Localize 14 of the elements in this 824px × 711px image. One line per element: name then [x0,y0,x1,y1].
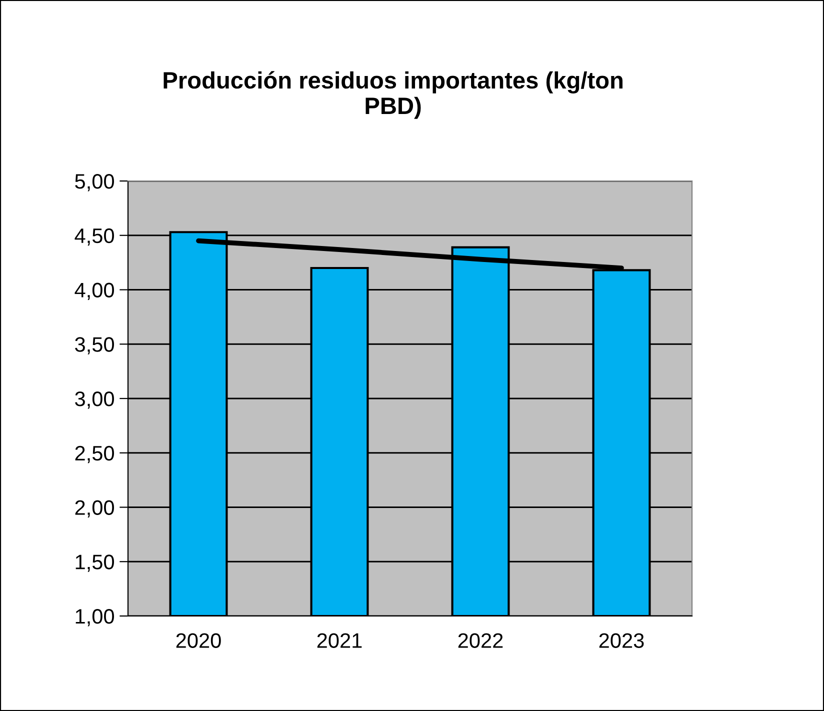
x-tick-label: 2020 [176,633,221,648]
y-tick-label: 1,00 [76,609,114,626]
x-tick-label: 2023 [599,633,644,648]
y-tick-label: 2,00 [75,500,114,518]
chart-title: Producción residuos importantes (kg/ton PBD) [164,71,622,119]
y-tick-label: 5,00 [75,174,114,192]
y-tick-label: 1,50 [76,554,114,572]
y-tick-label: 4,00 [74,282,114,300]
x-tick-label: 2022 [458,633,503,648]
y-tick-label: 3,50 [75,337,114,354]
y-tick-label: 4,50 [74,228,114,246]
y-tick-label: 3,00 [75,392,114,409]
x-tick-label: 2021 [317,633,362,648]
y-tick-label: 2,50 [75,446,114,464]
